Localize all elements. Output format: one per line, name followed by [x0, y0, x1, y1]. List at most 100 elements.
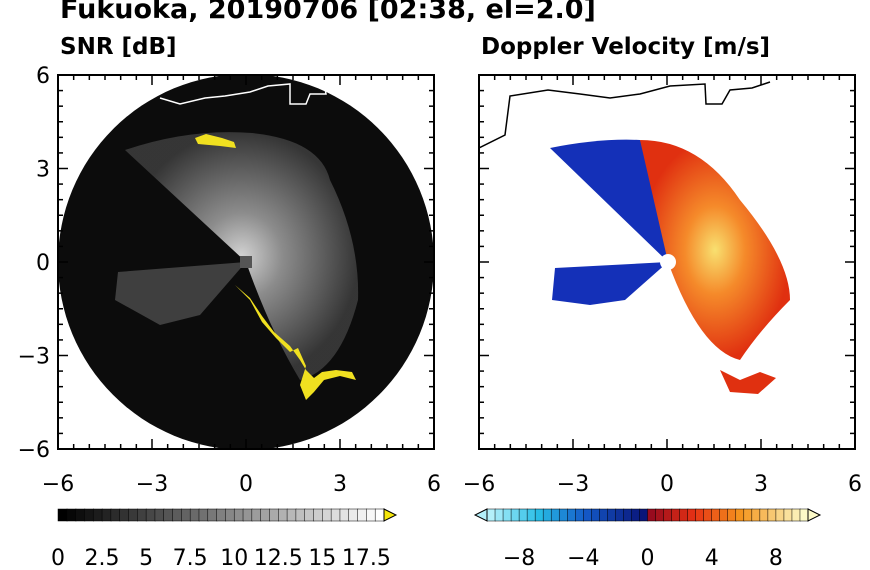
doppler-x-tick-label: −3 — [557, 472, 589, 497]
snr-colorbar-extend-max — [383, 508, 398, 522]
doppler-negative-west — [552, 262, 668, 305]
snr-colorbar-cell — [242, 508, 253, 522]
doppler-colorbar-cell — [655, 508, 665, 522]
doppler-colorbar-cell — [575, 508, 585, 522]
doppler-colorbar-cell — [671, 508, 681, 522]
snr-colorbar-tick-label: 15 — [308, 546, 336, 570]
coastline-left — [159, 81, 327, 105]
doppler-colorbar-labels: −8 −4 0 4 8 — [503, 546, 783, 570]
snr-colorbar-cell — [348, 508, 359, 522]
snr-colorbar-cell — [322, 508, 332, 522]
snr-colorbar-tick-label: 7.5 — [173, 546, 208, 570]
doppler-colorbar-cell — [735, 508, 745, 522]
doppler-colorbar-cell — [743, 508, 753, 522]
snr-colorbar-cell — [101, 508, 112, 522]
snr-colorbar-cell — [163, 508, 174, 522]
snr-colorbar-cell — [145, 508, 156, 522]
snr-high-band-north — [195, 134, 236, 148]
snr-colorbar — [57, 508, 398, 522]
coastline-right — [479, 81, 771, 149]
snr-colorbar-cell — [189, 508, 200, 522]
doppler-colorbar-cell — [639, 508, 649, 522]
doppler-x-tick-label: 0 — [660, 472, 674, 497]
doppler-colorbar-cell — [687, 508, 697, 522]
snr-x-tick-label: −3 — [136, 472, 168, 497]
doppler-positive-region — [640, 140, 790, 360]
snr-colorbar-cell — [207, 508, 218, 522]
snr-colorbar-cell — [295, 508, 306, 522]
doppler-colorbar-cell — [727, 508, 737, 522]
snr-y-tick-label: 6 — [36, 64, 50, 89]
doppler-colorbar-cell — [679, 508, 689, 522]
doppler-colorbar — [473, 508, 822, 522]
doppler-colorbar-cell — [510, 508, 520, 522]
doppler-positive-south — [720, 370, 776, 394]
snr-panel-title: SNR [dB] — [60, 34, 177, 60]
snr-colorbar-tick-label: 17.5 — [342, 546, 391, 570]
doppler-colorbar-cell — [775, 508, 785, 522]
snr-colorbar-cell — [110, 508, 121, 522]
doppler-colorbar-cell — [615, 508, 625, 522]
snr-colorbar-cell — [137, 508, 147, 522]
doppler-colorbar-tick-label: 4 — [705, 546, 719, 570]
snr-colorbar-cell — [198, 508, 209, 522]
doppler-colorbar-cell — [703, 508, 713, 522]
figure-title: Fukuoka, 20190706 [02:38, el=2.0] — [60, 0, 596, 25]
doppler-colorbar-cell — [791, 508, 801, 522]
doppler-colorbar-cell — [759, 508, 769, 522]
snr-colorbar-cell — [75, 508, 86, 522]
snr-colorbar-cell — [66, 508, 77, 522]
snr-colorbar-cell — [286, 508, 297, 522]
snr-colorbar-cell — [251, 508, 262, 522]
doppler-colorbar-cell — [767, 508, 777, 522]
doppler-colorbar-extend-max — [807, 508, 822, 522]
snr-colorbar-cell — [304, 508, 315, 522]
snr-colorbar-tick-label: 5 — [139, 546, 153, 570]
snr-x-tick-label: 3 — [333, 472, 347, 497]
doppler-colorbar-cell — [711, 508, 721, 522]
snr-colorbar-cell — [119, 508, 130, 522]
doppler-colorbar-cell — [567, 508, 577, 522]
doppler-x-tick-label: 6 — [848, 472, 862, 497]
snr-colorbar-cell — [216, 508, 227, 522]
doppler-x-tick-label: −6 — [463, 472, 495, 497]
doppler-colorbar-cell — [663, 508, 673, 522]
snr-radar-center — [240, 256, 252, 268]
snr-colorbar-cell — [278, 508, 288, 522]
snr-colorbar-tick-label: 12.5 — [254, 546, 303, 570]
snr-colorbar-cell — [92, 508, 103, 522]
doppler-colorbar-cell — [550, 508, 560, 522]
doppler-colorbar-cell — [695, 508, 705, 522]
snr-colorbar-tick-label: 2.5 — [85, 546, 120, 570]
doppler-radar-center — [660, 254, 676, 270]
doppler-colorbar-cell — [494, 508, 504, 522]
snr-x-tick-label: −6 — [42, 472, 74, 497]
doppler-colorbar-cell — [526, 508, 536, 522]
doppler-colorbar-cell — [599, 508, 609, 522]
doppler-colorbar-tick-label: −4 — [567, 546, 599, 570]
snr-y-tick-label: 3 — [36, 158, 50, 183]
doppler-negative-region — [550, 139, 668, 262]
snr-colorbar-cell — [357, 508, 368, 522]
snr-colorbar-cell — [233, 508, 244, 522]
doppler-colorbar-extend-min — [473, 508, 488, 522]
doppler-plot-area — [479, 81, 790, 394]
snr-colorbar-cell — [84, 508, 94, 522]
doppler-colorbar-cell — [751, 508, 761, 522]
snr-colorbar-cell — [225, 508, 235, 522]
doppler-colorbar-cell — [518, 508, 528, 522]
snr-colorbar-tick-label: 0 — [51, 546, 65, 570]
snr-colorbar-cell — [366, 508, 376, 522]
doppler-colorbar-cell — [607, 508, 617, 522]
doppler-colorbar-cell — [583, 508, 593, 522]
doppler-colorbar-cell — [647, 508, 657, 522]
doppler-colorbar-cell — [631, 508, 641, 522]
axes-layer: −6 −3 0 3 6 6 3 0 −3 −6 −6 −3 0 3 6 — [18, 64, 862, 497]
snr-echo-west — [115, 262, 246, 325]
doppler-panel-title: Doppler Velocity [m/s] — [481, 34, 771, 60]
doppler-colorbar-tick-label: 8 — [769, 546, 783, 570]
doppler-colorbar-cell — [783, 508, 793, 522]
doppler-colorbar-cell — [558, 508, 568, 522]
doppler-colorbar-cell — [486, 508, 496, 522]
